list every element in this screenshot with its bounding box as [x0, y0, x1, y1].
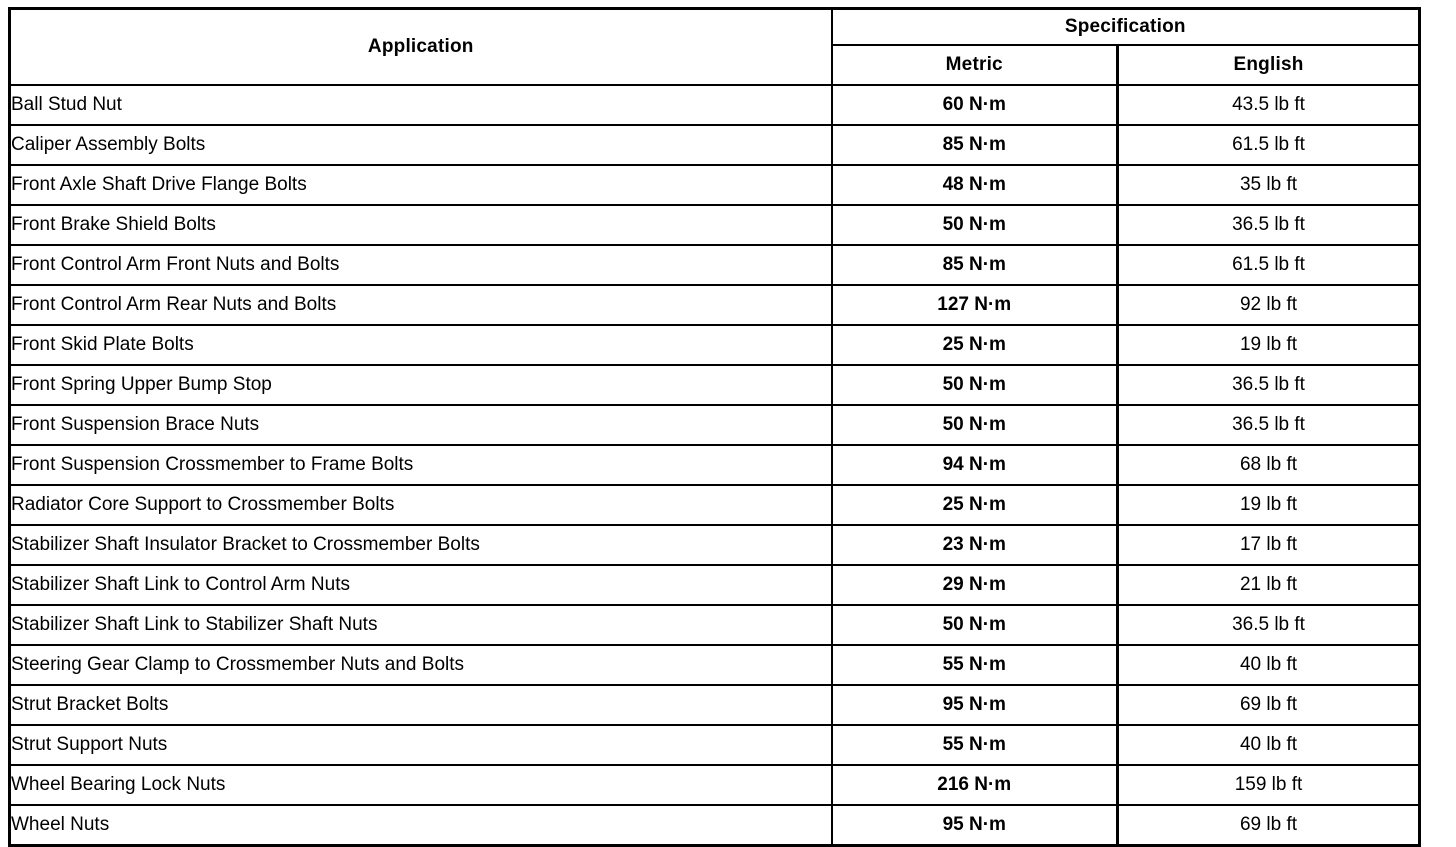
table-row: Front Axle Shaft Drive Flange Bolts 48 N·…	[8, 164, 1421, 206]
fastener-torque-specification-table: Application Specification Metric English…	[8, 7, 1422, 847]
table-row: Stabilizer Shaft Link to Stabilizer Shaf…	[8, 604, 1421, 646]
table-row: Stabilizer Shaft Link to Control Arm Nut…	[8, 564, 1421, 606]
cell-metric-torque: 60 N·m	[830, 84, 1119, 126]
table-row: Wheel Nuts 95 N·m 69 lb ft	[8, 804, 1421, 847]
cell-metric-torque: 95 N·m	[830, 804, 1119, 847]
cell-metric-torque: 50 N·m	[830, 404, 1119, 446]
cell-metric-torque: 25 N·m	[830, 484, 1119, 526]
cell-english-torque: 68 lb ft	[1116, 444, 1421, 486]
table-row: Front Control Arm Front Nuts and Bolts 85…	[8, 244, 1421, 286]
cell-metric-torque: 23 N·m	[830, 524, 1119, 566]
cell-metric-torque: 48 N·m	[830, 164, 1119, 206]
cell-metric-torque: 29 N·m	[830, 564, 1119, 606]
cell-application: Front Suspension Crossmember to Frame Bo…	[8, 444, 833, 486]
cell-english-torque: 35 lb ft	[1116, 164, 1421, 206]
cell-application: Front Control Arm Front Nuts and Bolts	[8, 244, 833, 286]
cell-application: Strut Bracket Bolts	[8, 684, 833, 726]
cell-application: Strut Support Nuts	[8, 724, 833, 766]
column-header-application: Application	[8, 7, 833, 86]
cell-metric-torque: 85 N·m	[830, 124, 1119, 166]
cell-english-torque: 36.5 lb ft	[1116, 604, 1421, 646]
table-body: Ball Stud Nut 60 N·m 43.5 lb ft Caliper Ass…	[8, 84, 1421, 847]
cell-english-torque: 159 lb ft	[1116, 764, 1421, 806]
table-row: Front Spring Upper Bump Stop 50 N·m 36.5 l…	[8, 364, 1421, 406]
cell-application: Front Brake Shield Bolts	[8, 204, 833, 246]
header-row-sub: Metric English	[10, 44, 1421, 86]
cell-application: Front Skid Plate Bolts	[8, 324, 833, 366]
table-row: Front Control Arm Rear Nuts and Bolts 127…	[8, 284, 1421, 326]
cell-english-torque: 43.5 lb ft	[1116, 84, 1421, 126]
document-page: Application Specification Metric English…	[8, 7, 1422, 847]
cell-metric-torque: 94 N·m	[830, 444, 1119, 486]
cell-english-torque: 36.5 lb ft	[1116, 204, 1421, 246]
cell-metric-torque: 50 N·m	[830, 204, 1119, 246]
cell-metric-torque: 85 N·m	[830, 244, 1119, 286]
table-row: Stabilizer Shaft Insulator Bracket to Cr…	[8, 524, 1421, 566]
cell-english-torque: 36.5 lb ft	[1116, 364, 1421, 406]
cell-metric-torque: 25 N·m	[830, 324, 1119, 366]
table-row: Radiator Core Support to Crossmember Bol…	[8, 484, 1421, 526]
cell-metric-torque: 127 N·m	[830, 284, 1119, 326]
cell-english-torque: 61.5 lb ft	[1116, 124, 1421, 166]
column-header-metric: Metric	[830, 44, 1119, 86]
column-header-specification: Specification	[830, 7, 1421, 46]
cell-english-torque: 19 lb ft	[1116, 484, 1421, 526]
cell-application: Stabilizer Shaft Link to Control Arm Nut…	[8, 564, 833, 606]
cell-application: Wheel Nuts	[8, 804, 833, 847]
cell-application: Front Control Arm Rear Nuts and Bolts	[8, 284, 833, 326]
table-row: Front Skid Plate Bolts 25 N·m 19 lb ft	[8, 324, 1421, 366]
cell-application: Ball Stud Nut	[8, 84, 833, 126]
cell-metric-torque: 50 N·m	[830, 604, 1119, 646]
cell-english-torque: 40 lb ft	[1116, 644, 1421, 686]
table-row: Wheel Bearing Lock Nuts 216 N·m 159 lb ft	[8, 764, 1421, 806]
cell-english-torque: 19 lb ft	[1116, 324, 1421, 366]
cell-application: Radiator Core Support to Crossmember Bol…	[8, 484, 833, 526]
table-row: Front Suspension Brace Nuts 50 N·m 36.5 lb…	[8, 404, 1421, 446]
cell-metric-torque: 50 N·m	[830, 364, 1119, 406]
cell-english-torque: 69 lb ft	[1116, 804, 1421, 847]
cell-application: Front Suspension Brace Nuts	[8, 404, 833, 446]
cell-english-torque: 21 lb ft	[1116, 564, 1421, 606]
cell-application: Stabilizer Shaft Insulator Bracket to Cr…	[8, 524, 833, 566]
table-row: Ball Stud Nut 60 N·m 43.5 lb ft	[8, 84, 1421, 126]
cell-metric-torque: 216 N·m	[830, 764, 1119, 806]
cell-application: Wheel Bearing Lock Nuts	[8, 764, 833, 806]
cell-english-torque: 92 lb ft	[1116, 284, 1421, 326]
cell-metric-torque: 55 N·m	[830, 724, 1119, 766]
header-row-top: Application Specification	[8, 7, 1421, 86]
cell-application: Front Spring Upper Bump Stop	[8, 364, 833, 406]
cell-english-torque: 36.5 lb ft	[1116, 404, 1421, 446]
table-header: Application Specification Metric English	[8, 7, 1421, 86]
cell-english-torque: 17 lb ft	[1116, 524, 1421, 566]
cell-english-torque: 61.5 lb ft	[1116, 244, 1421, 286]
cell-application: Stabilizer Shaft Link to Stabilizer Shaf…	[8, 604, 833, 646]
table-row: Strut Support Nuts 55 N·m 40 lb ft	[8, 724, 1421, 766]
cell-application: Caliper Assembly Bolts	[8, 124, 833, 166]
table-row: Front Suspension Crossmember to Frame Bo…	[8, 444, 1421, 486]
cell-application: Front Axle Shaft Drive Flange Bolts	[8, 164, 833, 206]
cell-english-torque: 69 lb ft	[1116, 684, 1421, 726]
cell-metric-torque: 55 N·m	[830, 644, 1119, 686]
cell-application: Steering Gear Clamp to Crossmember Nuts …	[8, 644, 833, 686]
table-row: Caliper Assembly Bolts 85 N·m 61.5 lb ft	[8, 124, 1421, 166]
table-row: Front Brake Shield Bolts 50 N·m 36.5 lb ft	[8, 204, 1421, 246]
table-row: Steering Gear Clamp to Crossmember Nuts …	[8, 644, 1421, 686]
cell-english-torque: 40 lb ft	[1116, 724, 1421, 766]
cell-metric-torque: 95 N·m	[830, 684, 1119, 726]
column-header-english: English	[1116, 44, 1421, 86]
table-row: Strut Bracket Bolts 95 N·m 69 lb ft	[8, 684, 1421, 726]
